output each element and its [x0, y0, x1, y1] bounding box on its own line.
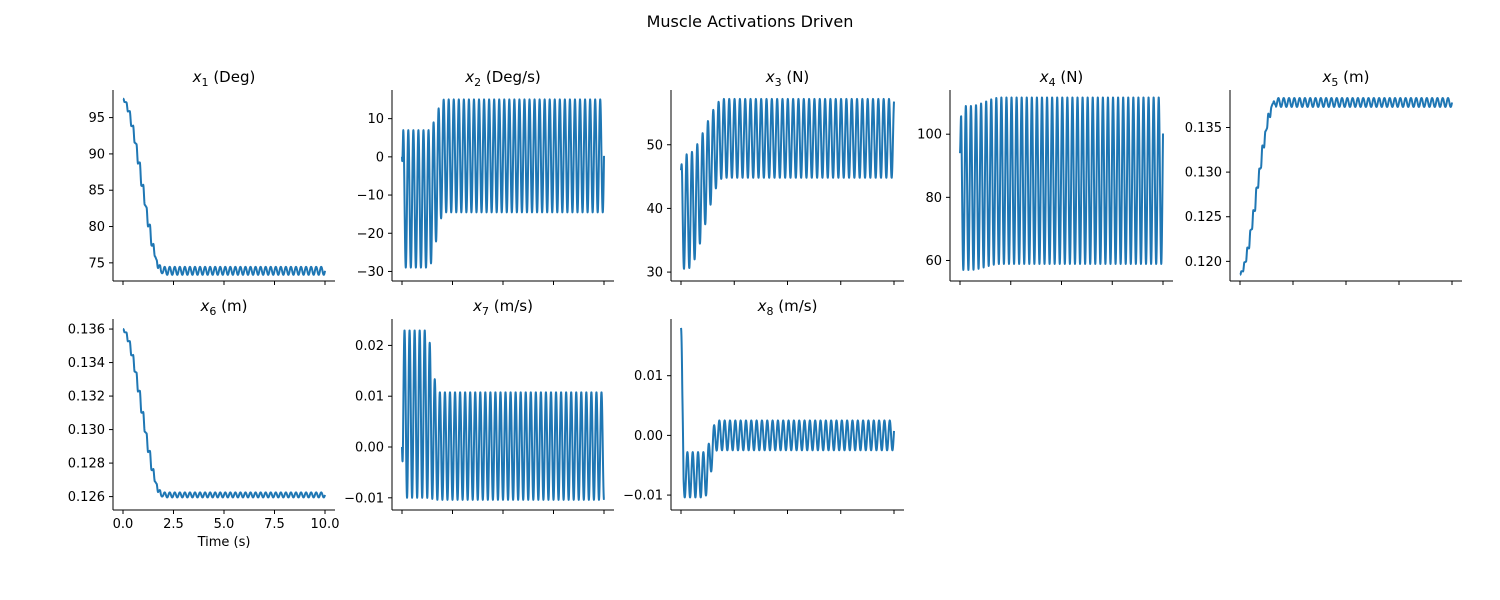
- title-subscript: 3: [775, 76, 782, 89]
- y-tick-label: 0.130: [1185, 166, 1222, 181]
- title-subscript: 5: [1331, 76, 1338, 89]
- y-tick-label: 0: [376, 150, 384, 165]
- title-subscript: 1: [202, 76, 209, 89]
- subplot-title: x5 (m): [1322, 68, 1370, 89]
- x-tick-label: 0.0: [113, 517, 134, 532]
- y-tick-label: 60: [925, 254, 942, 269]
- title-variable: x: [200, 297, 210, 315]
- title-unit: (N): [1056, 68, 1084, 86]
- y-tick-label: 0.126: [68, 490, 105, 505]
- subplot-title: x2 (Deg/s): [464, 68, 541, 89]
- y-tick-label: 0.01: [355, 390, 384, 405]
- figure-title: Muscle Activations Driven: [646, 12, 854, 31]
- x-tick-label: 7.5: [264, 517, 285, 532]
- series-line: [959, 96, 1164, 271]
- title-variable: x: [765, 68, 775, 86]
- y-tick-label: 50: [646, 138, 663, 153]
- y-tick-label: 10: [367, 112, 384, 127]
- title-subscript: 6: [209, 305, 216, 318]
- y-tick-label: 0.01: [634, 369, 663, 384]
- title-subscript: 2: [474, 76, 481, 89]
- y-tick-label: 80: [925, 191, 942, 206]
- subplot-2: x2 (Deg/s) −30 −20 −10 0 10: [357, 68, 614, 285]
- subplot-1: x1 (Deg) 75 80 85 90 95: [88, 68, 335, 285]
- subplot-6: x6 (m) 0.126 0.128 0.130 0.132 0.134 0.136 0.0 2…: [68, 297, 340, 550]
- subplot-title: x4 (N): [1039, 68, 1084, 89]
- subplot-3: x3 (N) 30 40 50: [646, 68, 904, 285]
- subplot-title: x6 (m): [200, 297, 248, 318]
- title-unit: (Deg): [209, 68, 256, 86]
- subplot-title: x3 (N): [765, 68, 810, 89]
- x-tick-label: 10.0: [311, 517, 340, 532]
- y-tick-label: 95: [88, 111, 105, 126]
- title-subscript: 4: [1049, 76, 1056, 89]
- x-tick-label: 5.0: [214, 517, 235, 532]
- x-axis-label: Time (s): [197, 535, 251, 550]
- y-tick-label: 0.130: [68, 423, 105, 438]
- y-tick-label: 0.136: [68, 323, 105, 338]
- y-tick-label: 75: [88, 256, 105, 271]
- y-tick-label: 0.00: [355, 441, 384, 456]
- series-line: [680, 327, 895, 499]
- y-tick-label: −0.01: [344, 491, 384, 506]
- title-variable: x: [1039, 68, 1049, 86]
- title-unit: (N): [782, 68, 810, 86]
- series-line: [680, 97, 895, 270]
- y-tick-label: 0.120: [1185, 255, 1222, 270]
- title-unit: (m/s): [773, 297, 817, 315]
- subplot-title: x1 (Deg): [192, 68, 256, 89]
- series-line: [1239, 97, 1453, 276]
- title-variable: x: [464, 68, 474, 86]
- y-tick-label: 0.128: [68, 457, 105, 472]
- title-unit: (m): [1338, 68, 1369, 86]
- y-tick-label: −30: [357, 265, 384, 280]
- title-variable: x: [1322, 68, 1332, 86]
- title-subscript: 7: [482, 305, 489, 318]
- y-tick-label: −0.01: [623, 489, 663, 504]
- title-subscript: 8: [766, 305, 773, 318]
- y-tick-label: 0.125: [1185, 210, 1222, 225]
- y-tick-label: 100: [917, 128, 942, 143]
- y-tick-label: −10: [357, 189, 384, 204]
- subplot-5: x5 (m) 0.120 0.125 0.130 0.135: [1185, 68, 1462, 285]
- y-tick-label: 0.135: [1185, 121, 1222, 136]
- y-tick-label: 0.132: [68, 390, 105, 405]
- title-unit: (m): [216, 297, 247, 315]
- y-tick-label: 80: [88, 220, 105, 235]
- series-line: [401, 98, 605, 269]
- title-variable: x: [757, 297, 767, 315]
- subplot-title: x8 (m/s): [757, 297, 818, 318]
- subplot-title: x7 (m/s): [472, 297, 533, 318]
- title-variable: x: [472, 297, 482, 315]
- subplot-4: x4 (N) 60 80 100: [917, 68, 1173, 285]
- title-unit: (m/s): [489, 297, 533, 315]
- y-tick-label: 0.134: [68, 356, 105, 371]
- series-line: [122, 97, 326, 276]
- subplot-7: x7 (m/s) −0.01 0.00 0.01 0.02: [344, 297, 614, 514]
- y-tick-label: 90: [88, 147, 105, 162]
- x-tick-label: 2.5: [163, 517, 184, 532]
- y-tick-label: 30: [646, 266, 663, 281]
- y-tick-label: 85: [88, 184, 105, 199]
- y-tick-label: 40: [646, 202, 663, 217]
- subplot-8: x8 (m/s) −0.01 0.00 0.01: [623, 297, 904, 514]
- y-tick-label: 0.02: [355, 339, 384, 354]
- title-variable: x: [192, 68, 202, 86]
- series-line: [122, 328, 326, 499]
- y-tick-label: −20: [357, 227, 384, 242]
- title-unit: (Deg/s): [481, 68, 541, 86]
- series-line: [401, 329, 605, 501]
- y-tick-label: 0.00: [634, 429, 663, 444]
